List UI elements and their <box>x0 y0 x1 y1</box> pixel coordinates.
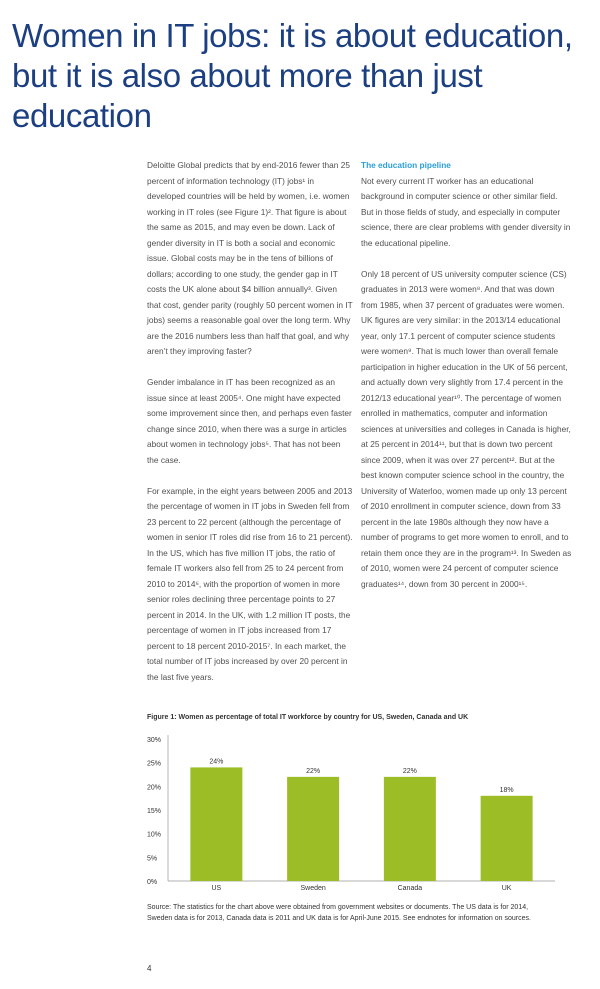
data-label: 24% <box>209 758 223 765</box>
paragraph: Only 18 percent of US university compute… <box>361 268 572 589</box>
paragraph: For example, in the eight years between … <box>147 485 353 682</box>
data-label: 18% <box>500 786 514 793</box>
x-tick-label: US <box>212 885 222 892</box>
bar-us <box>190 766 243 881</box>
right-column: The education pipeline Not every current… <box>361 158 572 608</box>
y-tick-label: 15% <box>147 808 161 815</box>
page-title: Women in IT jobs: it is about education,… <box>12 17 573 134</box>
text-columns: Deloitte Global predicts that by end-201… <box>147 158 572 701</box>
y-tick-label: 5% <box>147 855 157 862</box>
paragraph: Not every current IT worker has an educa… <box>361 175 571 248</box>
y-tick-label: 20% <box>147 784 161 791</box>
chart-source-note: Source: The statistics for the chart abo… <box>147 903 531 922</box>
section-subheading: The education pipeline <box>361 160 451 170</box>
x-tick-label: Sweden <box>300 885 325 892</box>
x-tick-label: Canada <box>398 885 423 892</box>
x-tick-label: UK <box>502 885 512 892</box>
y-tick-label: 0% <box>147 879 157 886</box>
y-tick-label: 30% <box>147 737 161 744</box>
page-number: 4 <box>147 963 152 973</box>
bar-sweden <box>287 776 340 881</box>
figure-title: Figure 1: Women as percentage of total I… <box>147 713 469 721</box>
data-label: 22% <box>306 767 320 774</box>
paragraph: Gender imbalance in IT has been recogniz… <box>147 377 352 465</box>
data-label: 22% <box>403 767 417 774</box>
y-tick-label: 10% <box>147 831 161 838</box>
main-content: Deloitte Global predicts that by end-201… <box>147 158 572 989</box>
bar-canada <box>383 776 436 881</box>
left-column: Deloitte Global predicts that by end-201… <box>147 158 353 701</box>
bar-chart: 0% 5% 10% 15% 20% 25% 30% 24% US 22% Sweden 22% Cana… <box>147 734 555 892</box>
paragraph: Deloitte Global predicts that by end-201… <box>147 160 353 356</box>
y-tick-label: 25% <box>147 760 161 767</box>
bar-uk <box>480 795 533 881</box>
